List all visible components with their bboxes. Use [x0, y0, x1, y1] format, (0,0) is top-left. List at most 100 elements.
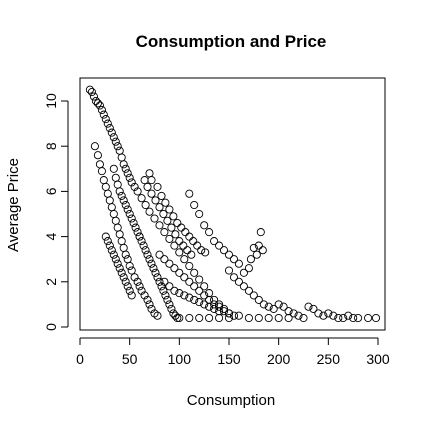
data-point — [167, 304, 176, 313]
data-point — [190, 295, 199, 304]
data-point — [210, 295, 219, 304]
data-point — [195, 275, 204, 284]
chart-title: Consumption and Price — [136, 32, 327, 51]
data-point — [170, 241, 179, 250]
data-point — [195, 298, 204, 307]
data-point — [279, 302, 288, 311]
data-point — [141, 200, 150, 210]
data-point — [125, 209, 134, 219]
data-point — [109, 164, 118, 173]
y-tick-label: 10 — [43, 93, 59, 109]
data-point — [119, 243, 128, 252]
data-point — [185, 277, 194, 286]
data-point — [171, 230, 180, 239]
data-point — [224, 313, 234, 323]
data-point — [151, 196, 160, 205]
data-point — [239, 268, 248, 277]
data-point — [185, 313, 194, 323]
data-point — [256, 228, 265, 237]
y-axis-label: Average Price — [5, 158, 22, 252]
data-point — [103, 237, 112, 246]
data-point — [101, 115, 110, 124]
data-point — [224, 250, 234, 259]
data-point — [123, 255, 132, 264]
data-point — [91, 96, 100, 106]
data-point — [175, 313, 184, 323]
data-point — [129, 218, 138, 228]
data-point — [239, 282, 248, 291]
data-point — [111, 255, 120, 264]
data-point — [143, 295, 152, 304]
data-point — [185, 293, 194, 302]
data-point — [145, 255, 154, 264]
x-tick-label: 250 — [317, 351, 341, 367]
data-point — [137, 194, 146, 203]
data-point — [244, 264, 253, 273]
data-point — [107, 203, 116, 212]
data-point — [177, 223, 186, 232]
data-point — [105, 124, 114, 133]
data-point — [171, 311, 180, 320]
data-point — [141, 246, 150, 255]
data-points — [85, 85, 381, 323]
data-point — [99, 176, 108, 185]
data-point — [150, 214, 159, 223]
data-point — [200, 300, 209, 309]
data-point — [89, 92, 98, 101]
data-point — [143, 182, 152, 191]
data-point — [137, 286, 146, 295]
data-point — [125, 261, 134, 271]
data-point — [117, 237, 126, 246]
data-point — [173, 218, 182, 228]
data-point — [254, 313, 263, 323]
data-point — [157, 191, 166, 200]
data-point — [137, 237, 146, 246]
data-point — [135, 282, 144, 291]
data-point — [215, 302, 224, 311]
data-point — [175, 268, 184, 277]
data-point — [161, 198, 170, 207]
data-point — [160, 277, 169, 286]
data-point — [127, 291, 136, 300]
data-point — [119, 273, 128, 282]
data-point — [229, 255, 239, 264]
data-point — [151, 268, 160, 277]
data-point — [85, 85, 94, 94]
data-point — [179, 241, 188, 250]
data-point — [210, 237, 219, 246]
data-point — [155, 221, 164, 230]
data-point — [153, 182, 162, 191]
data-point — [109, 133, 118, 142]
x-tick-label: 200 — [267, 351, 291, 367]
data-point — [149, 264, 158, 273]
data-point — [170, 264, 179, 273]
data-point — [160, 255, 169, 264]
data-point — [159, 209, 168, 219]
y-tick-label: 6 — [43, 187, 59, 195]
data-point — [167, 223, 176, 232]
y-tick-label: 4 — [43, 232, 59, 240]
data-point — [269, 304, 278, 313]
data-point — [145, 300, 154, 309]
data-point — [157, 282, 166, 291]
data-point — [274, 300, 283, 309]
x-tick-label: 0 — [76, 351, 84, 367]
data-point — [107, 246, 116, 255]
data-point — [371, 313, 381, 323]
data-point — [143, 250, 152, 259]
data-point — [254, 241, 263, 250]
y-tick-label: 8 — [43, 142, 59, 150]
data-point — [364, 313, 373, 323]
data-point — [309, 304, 318, 313]
data-point — [274, 313, 283, 323]
data-point — [119, 196, 128, 205]
x-axis-label: Consumption — [187, 392, 275, 409]
data-point — [111, 173, 120, 182]
data-point — [219, 304, 229, 313]
data-point — [127, 214, 136, 223]
data-point — [130, 273, 139, 282]
data-point — [153, 273, 162, 282]
y-tick-label: 0 — [43, 323, 59, 331]
data-point — [234, 277, 243, 286]
data-point — [127, 178, 136, 187]
